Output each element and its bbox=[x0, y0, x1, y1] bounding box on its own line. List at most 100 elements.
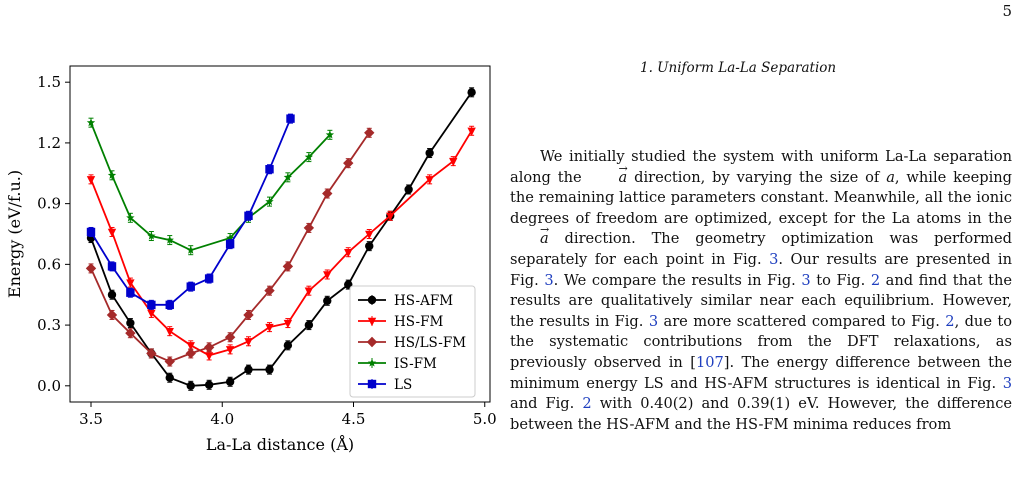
data-point bbox=[244, 338, 253, 347]
data-point bbox=[203, 342, 215, 353]
data-point bbox=[244, 365, 253, 374]
fig-ref-3[interactable]: 3 bbox=[1002, 374, 1012, 392]
data-point bbox=[425, 176, 434, 185]
legend-marker bbox=[366, 336, 378, 348]
y-tick-label: 1.5 bbox=[37, 73, 61, 91]
fig-ref-3[interactable]: 3 bbox=[769, 250, 779, 268]
legend-label: IS-FM bbox=[394, 356, 437, 372]
data-point bbox=[107, 228, 117, 238]
data-point bbox=[125, 327, 136, 339]
data-point bbox=[264, 285, 275, 296]
data-point bbox=[147, 300, 156, 310]
data-point bbox=[364, 127, 375, 138]
fig-ref-3[interactable]: 3 bbox=[648, 312, 659, 330]
data-point bbox=[343, 157, 354, 169]
x-axis-ticks: 3.5 4.0 4.5 5.0 bbox=[79, 402, 497, 428]
data-point bbox=[165, 327, 174, 337]
section-heading: 1. Uniform La-La Separation bbox=[640, 60, 837, 76]
data-point bbox=[467, 127, 476, 136]
data-point bbox=[425, 148, 434, 158]
data-point bbox=[204, 274, 214, 283]
data-point bbox=[225, 346, 235, 355]
x-tick-label: 4.5 bbox=[342, 410, 366, 428]
data-point bbox=[404, 185, 413, 194]
series-is-fm bbox=[86, 117, 335, 256]
y-tick-label: 0.9 bbox=[37, 195, 61, 213]
data-point bbox=[283, 172, 293, 181]
data-point bbox=[304, 320, 314, 330]
data-point bbox=[186, 381, 195, 391]
data-point bbox=[365, 241, 374, 251]
legend-label: HS/LS-FM bbox=[394, 335, 466, 351]
data-point bbox=[86, 118, 96, 127]
fig-ref-2[interactable]: 2 bbox=[945, 312, 955, 330]
series-layer bbox=[85, 87, 476, 391]
data-point bbox=[164, 356, 175, 367]
data-point bbox=[225, 239, 235, 249]
data-point bbox=[147, 231, 156, 240]
fig-ref-3[interactable]: 3 bbox=[544, 271, 554, 289]
data-point bbox=[265, 365, 274, 374]
legend-label: LS bbox=[394, 377, 412, 393]
series-ls bbox=[86, 113, 295, 310]
data-point bbox=[186, 282, 195, 291]
vector-a: a bbox=[589, 159, 628, 189]
data-point bbox=[86, 227, 96, 237]
data-point bbox=[244, 211, 253, 220]
data-point bbox=[304, 152, 314, 161]
data-point bbox=[186, 342, 195, 351]
data-point bbox=[265, 197, 274, 206]
fig-ref-2[interactable]: 2 bbox=[870, 271, 881, 289]
data-point bbox=[386, 212, 395, 221]
energy-chart: 3.5 4.0 4.5 5.0 0.0 0.3 0.6 0.9 1.2 1.5 La-La di… bbox=[5, 65, 497, 454]
data-point bbox=[204, 380, 214, 389]
data-point bbox=[165, 300, 174, 310]
data-point bbox=[185, 348, 196, 359]
data-point bbox=[282, 261, 294, 272]
fig-ref-3[interactable]: 3 bbox=[801, 271, 811, 289]
y-tick-label: 0.0 bbox=[37, 377, 61, 395]
legend-label: HS-AFM bbox=[394, 293, 453, 309]
data-point bbox=[146, 348, 157, 359]
page-number: 5 bbox=[1002, 2, 1012, 20]
y-tick-label: 1.2 bbox=[37, 134, 61, 152]
data-point bbox=[322, 188, 333, 199]
y-tick-label: 0.6 bbox=[37, 255, 61, 273]
data-point bbox=[107, 262, 117, 271]
x-axis-label: La-La distance (Å) bbox=[206, 434, 354, 454]
data-point bbox=[225, 233, 235, 242]
series-hs-ls-fm bbox=[85, 127, 375, 367]
data-point bbox=[147, 309, 156, 319]
data-point bbox=[283, 319, 293, 329]
body-text: We initially studied the system with uni… bbox=[510, 147, 1012, 435]
legend-box bbox=[349, 285, 476, 398]
legend-marker bbox=[367, 295, 377, 305]
data-point bbox=[107, 170, 117, 179]
data-point bbox=[303, 222, 315, 234]
data-point bbox=[467, 88, 476, 97]
series-line bbox=[90, 122, 331, 252]
energy-figure: 3.5 4.0 4.5 5.0 0.0 0.3 0.6 0.9 1.2 1.5 La-La di… bbox=[0, 58, 500, 500]
data-point bbox=[106, 309, 118, 321]
legend-marker bbox=[367, 358, 377, 367]
data-point bbox=[323, 296, 332, 305]
data-point bbox=[126, 288, 135, 297]
data-point bbox=[107, 290, 117, 299]
citation-107[interactable]: 107 bbox=[695, 353, 724, 371]
x-tick-label: 5.0 bbox=[473, 410, 497, 428]
series-hs-fm bbox=[86, 125, 476, 361]
y-tick-label: 0.3 bbox=[37, 316, 61, 334]
legend-marker bbox=[367, 317, 377, 327]
data-point bbox=[283, 341, 293, 350]
data-point bbox=[204, 352, 214, 361]
data-point bbox=[323, 271, 332, 280]
data-point bbox=[126, 318, 135, 328]
data-point bbox=[186, 245, 195, 254]
plot-frame bbox=[69, 65, 491, 403]
data-point bbox=[449, 157, 458, 167]
series-line bbox=[90, 118, 292, 306]
x-tick-label: 4.0 bbox=[210, 410, 234, 428]
data-point bbox=[165, 235, 174, 244]
fig-ref-2[interactable]: 2 bbox=[582, 395, 592, 413]
data-point bbox=[126, 213, 135, 222]
